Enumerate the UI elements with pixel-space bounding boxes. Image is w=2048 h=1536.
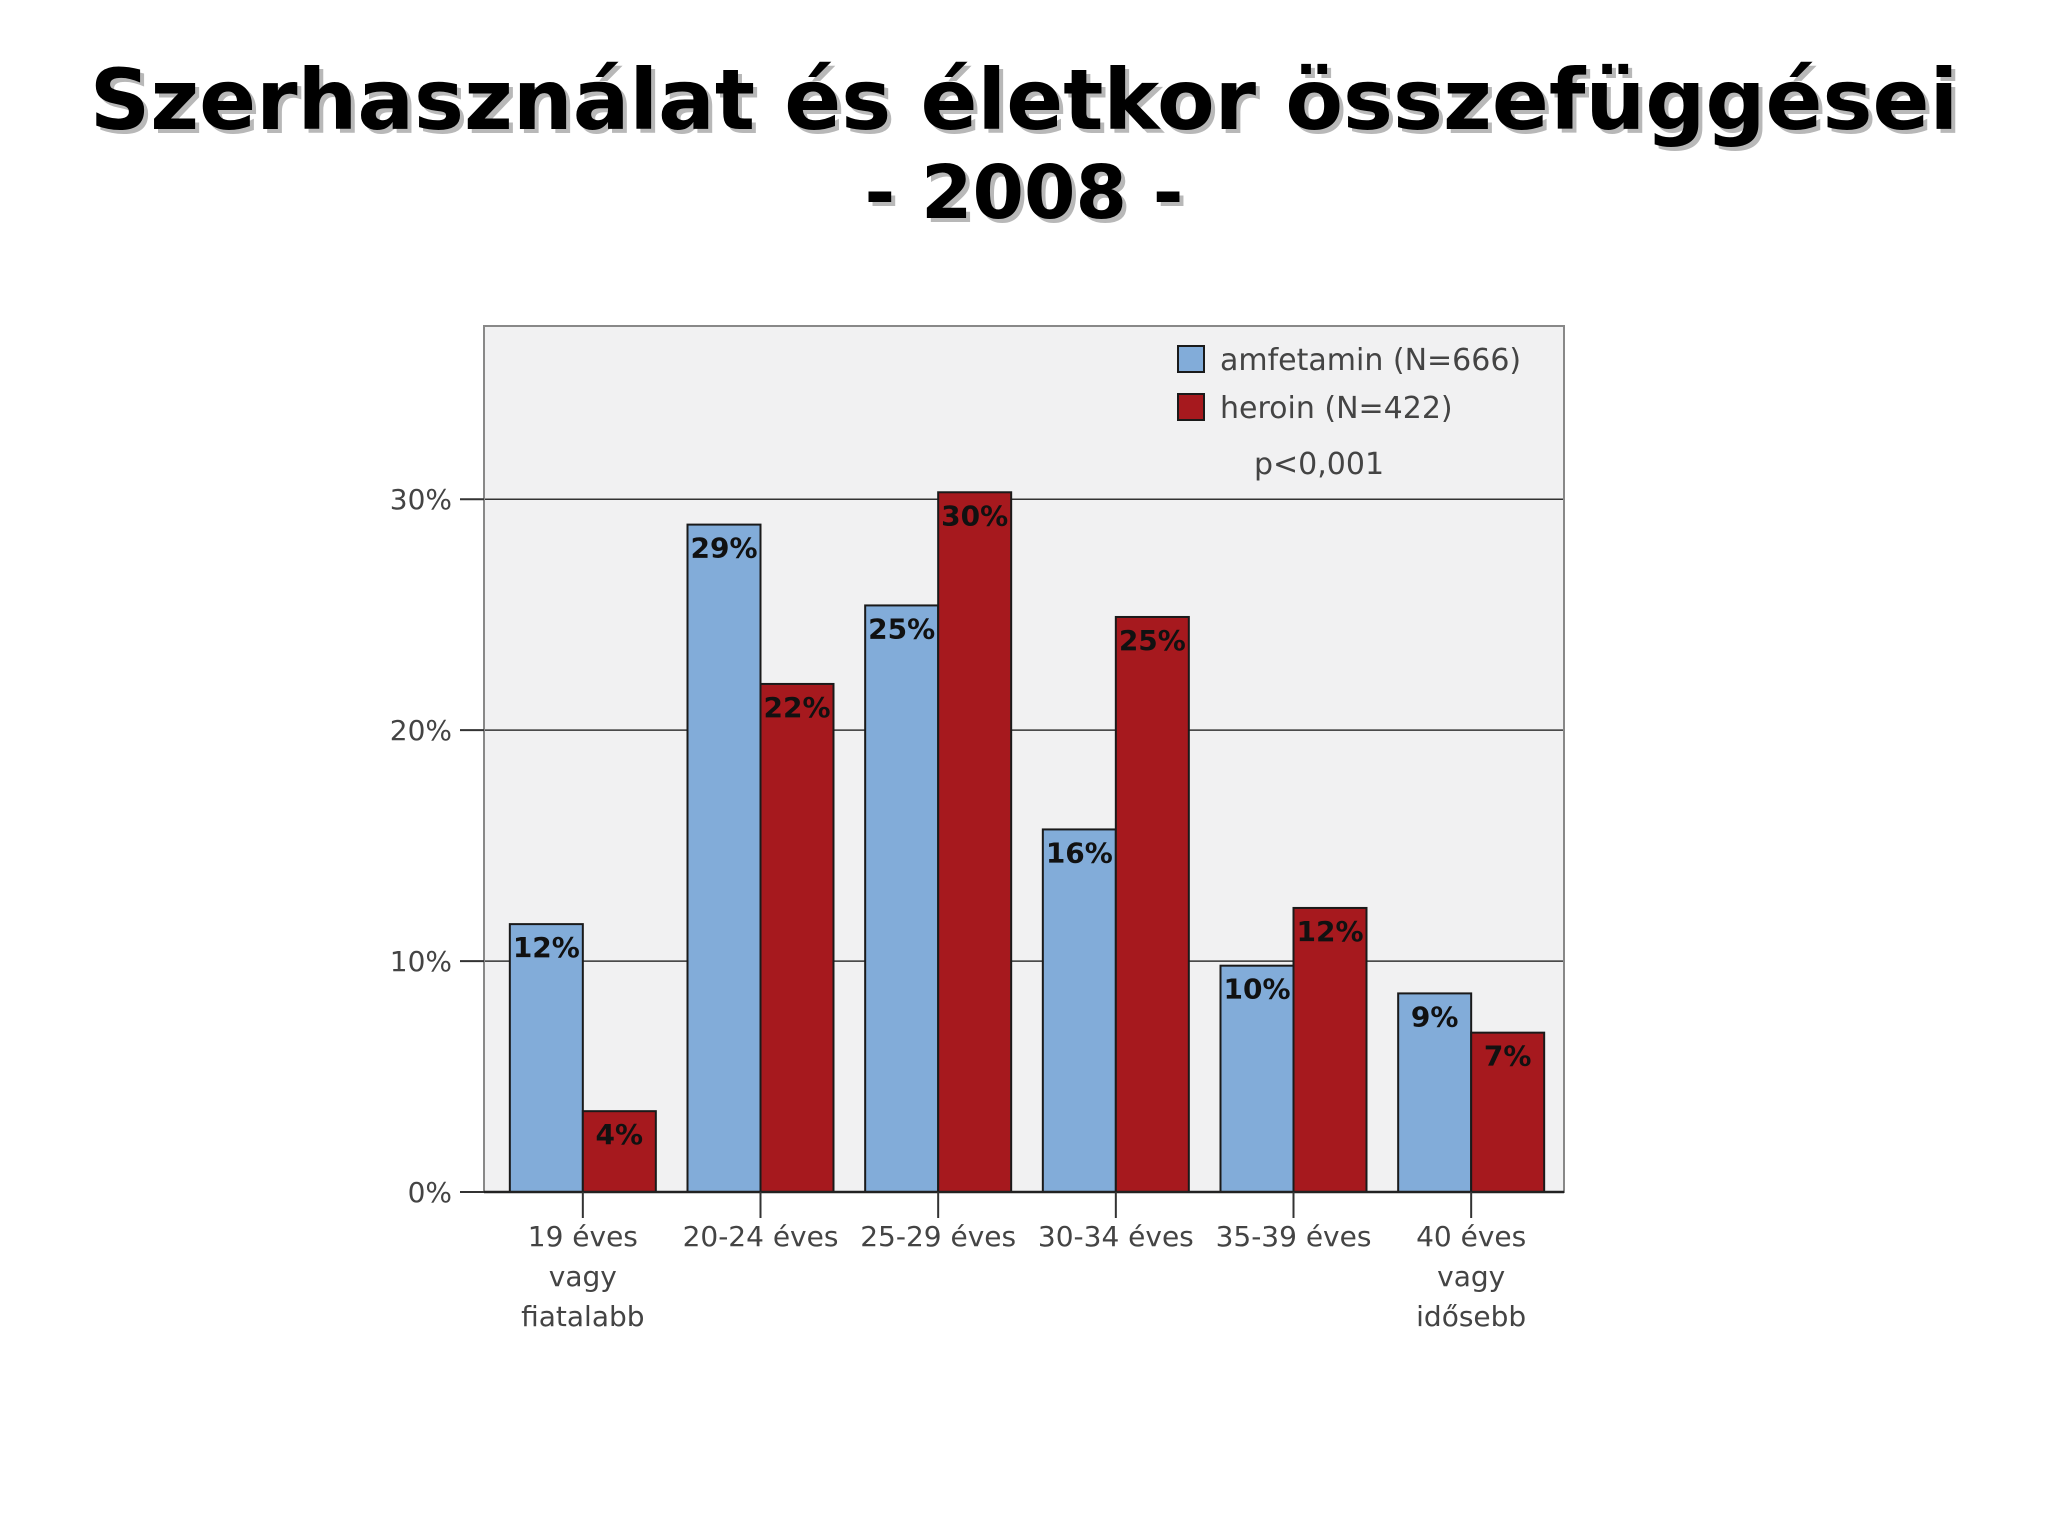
y-axis: 0% 10% 20% 30% xyxy=(390,483,484,1209)
bar-amfetamin xyxy=(1219,964,1295,1194)
bar-value-label: 10% xyxy=(1223,973,1290,1006)
plot-area xyxy=(484,326,1564,1192)
y-tick-label: 10% xyxy=(390,945,452,978)
gridlines xyxy=(484,498,1564,962)
x-tick-label: 25-29 éves xyxy=(860,1220,1016,1253)
x-tick-label: 20-24 éves xyxy=(683,1220,839,1253)
legend-label: amfetamin (N=666) xyxy=(1220,343,1521,378)
bar-value-label: 30% xyxy=(941,499,1008,532)
y-tick-label: 20% xyxy=(390,714,452,747)
x-tick-label: 19 éves xyxy=(528,1220,638,1253)
legend-swatch xyxy=(1177,393,1205,421)
y-tick-label: 0% xyxy=(408,1176,452,1209)
x-axis: 19 éves vagy fiatalabb 20-24 éves 25-29 éves… xyxy=(484,1190,1564,1333)
bar-heroin xyxy=(759,682,835,1193)
bar-value-label: 12% xyxy=(1296,915,1363,948)
bar-heroin xyxy=(1114,615,1190,1193)
bar-amfetamin xyxy=(508,923,584,1193)
slide-subtitle: - 2008 - xyxy=(864,150,1184,236)
legend-label: heroin (N=422) xyxy=(1220,391,1453,426)
bar-heroin xyxy=(1292,906,1368,1194)
bar-heroin xyxy=(937,491,1013,1194)
legend-swatch xyxy=(1177,345,1205,373)
legend: amfetamin (N=666) heroin (N=422) p<0,001 xyxy=(1177,343,1521,482)
x-tick-label: 30-34 éves xyxy=(1038,1220,1194,1253)
x-tick-label: vagy xyxy=(1437,1260,1505,1293)
x-tick-label: vagy xyxy=(549,1260,617,1293)
bar-heroin xyxy=(581,1110,657,1194)
bar-value-label: 9% xyxy=(1411,1000,1459,1033)
bar-amfetamin xyxy=(864,604,940,1193)
significance-annotation: p<0,001 xyxy=(1254,447,1384,482)
bar-value-label: 25% xyxy=(868,612,935,645)
x-tick-label: 40 éves xyxy=(1416,1220,1526,1253)
bar-heroin xyxy=(1470,1031,1546,1193)
bars: 12%4%29%22%25%30%16%25%10%12%9%7% xyxy=(508,491,1546,1194)
slide-title: Szerhasználat és életkor összefüggései xyxy=(89,51,1959,149)
y-tick-label: 30% xyxy=(390,483,452,516)
bar-value-label: 25% xyxy=(1119,624,1186,657)
x-tick-label: 35-39 éves xyxy=(1216,1220,1372,1253)
bar-value-label: 22% xyxy=(763,691,830,724)
x-tick-label: fiatalabb xyxy=(521,1300,644,1333)
bar-value-label: 4% xyxy=(596,1118,644,1151)
bar-amfetamin xyxy=(686,523,762,1193)
bar-amfetamin xyxy=(1041,828,1117,1194)
bar-value-label: 29% xyxy=(690,532,757,565)
bar-value-label: 7% xyxy=(1484,1040,1532,1073)
bar-value-label: 16% xyxy=(1046,836,1113,869)
x-tick-label: idősebb xyxy=(1416,1300,1526,1333)
bar-value-label: 12% xyxy=(513,931,580,964)
